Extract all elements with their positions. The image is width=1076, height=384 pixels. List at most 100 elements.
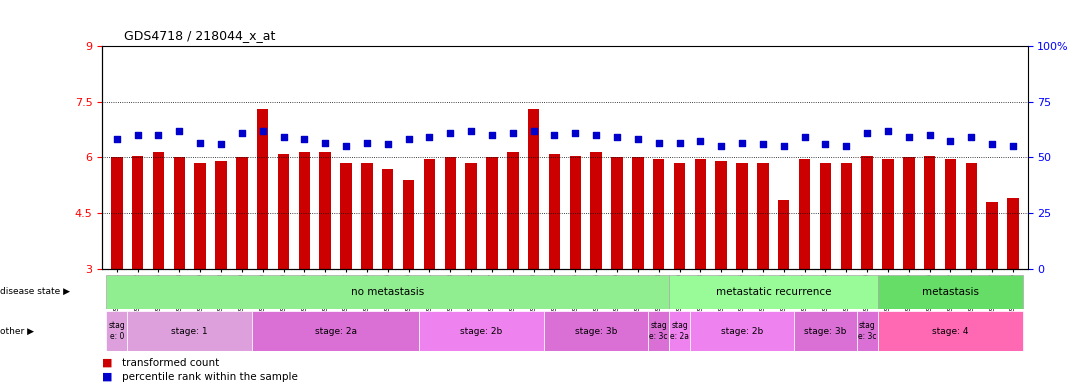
Bar bbox=[987, 202, 997, 269]
Text: metastatic recurrence: metastatic recurrence bbox=[716, 287, 831, 297]
Point bbox=[650, 139, 667, 146]
Point bbox=[296, 136, 313, 142]
Bar bbox=[758, 163, 768, 269]
Bar bbox=[153, 152, 165, 269]
Text: stag
e: 0: stag e: 0 bbox=[109, 321, 125, 341]
Bar bbox=[486, 157, 498, 269]
Bar bbox=[444, 157, 456, 269]
Point bbox=[109, 136, 126, 142]
Point bbox=[671, 139, 689, 146]
Bar bbox=[252, 311, 419, 351]
Point bbox=[629, 136, 647, 142]
Text: stage: 3b: stage: 3b bbox=[575, 327, 618, 336]
Point bbox=[859, 130, 876, 136]
Point bbox=[400, 136, 417, 142]
Point bbox=[212, 141, 229, 147]
Bar bbox=[299, 152, 310, 269]
Point bbox=[692, 138, 709, 144]
Bar bbox=[716, 161, 727, 269]
Bar bbox=[924, 156, 935, 269]
Text: ■: ■ bbox=[102, 358, 116, 368]
Bar bbox=[528, 109, 539, 269]
Text: stage: 2b: stage: 2b bbox=[461, 327, 502, 336]
Point bbox=[1004, 143, 1021, 149]
Bar bbox=[878, 275, 1023, 309]
Text: GDS4718 / 218044_x_at: GDS4718 / 218044_x_at bbox=[124, 29, 275, 42]
Bar bbox=[257, 109, 268, 269]
Point bbox=[775, 143, 792, 149]
Point bbox=[983, 141, 1001, 147]
Point bbox=[505, 130, 522, 136]
Text: stage: 2a: stage: 2a bbox=[314, 327, 356, 336]
Point bbox=[796, 134, 813, 140]
Point bbox=[192, 139, 209, 146]
Point bbox=[483, 132, 500, 138]
Text: stag
e: 3c: stag e: 3c bbox=[650, 321, 668, 341]
Bar bbox=[736, 163, 748, 269]
Bar bbox=[798, 159, 810, 269]
Bar bbox=[965, 163, 977, 269]
Bar bbox=[878, 311, 1023, 351]
Bar bbox=[382, 169, 394, 269]
Bar bbox=[544, 311, 648, 351]
Point bbox=[712, 143, 730, 149]
Text: other ▶: other ▶ bbox=[0, 327, 34, 336]
Point bbox=[921, 132, 938, 138]
Bar bbox=[794, 311, 856, 351]
Bar bbox=[195, 163, 206, 269]
Bar bbox=[669, 275, 878, 309]
Point bbox=[608, 134, 625, 140]
Point bbox=[734, 139, 751, 146]
Bar bbox=[278, 154, 289, 269]
Bar bbox=[856, 311, 878, 351]
Bar bbox=[362, 163, 372, 269]
Bar bbox=[402, 180, 414, 269]
Bar bbox=[340, 163, 352, 269]
Bar bbox=[903, 157, 915, 269]
Point bbox=[942, 138, 959, 144]
Text: stag
e: 3c: stag e: 3c bbox=[858, 321, 876, 341]
Text: stag
e: 2a: stag e: 2a bbox=[670, 321, 689, 341]
Bar bbox=[945, 159, 957, 269]
Text: percentile rank within the sample: percentile rank within the sample bbox=[122, 372, 297, 382]
Text: metastasis: metastasis bbox=[922, 287, 979, 297]
Bar bbox=[419, 311, 544, 351]
Bar bbox=[173, 157, 185, 269]
Bar bbox=[236, 157, 247, 269]
Point bbox=[129, 132, 146, 138]
Point bbox=[901, 134, 918, 140]
Point bbox=[587, 132, 605, 138]
Point bbox=[150, 132, 167, 138]
Bar bbox=[127, 311, 252, 351]
Text: transformed count: transformed count bbox=[122, 358, 218, 368]
Bar bbox=[778, 200, 790, 269]
Point bbox=[338, 143, 355, 149]
Text: ■: ■ bbox=[102, 372, 116, 382]
Bar bbox=[132, 156, 143, 269]
Bar bbox=[611, 157, 623, 269]
Point bbox=[358, 139, 376, 146]
Bar bbox=[882, 159, 894, 269]
Bar bbox=[674, 163, 685, 269]
Point bbox=[963, 134, 980, 140]
Bar bbox=[820, 163, 831, 269]
Point bbox=[567, 130, 584, 136]
Bar bbox=[320, 152, 331, 269]
Text: stage: 1: stage: 1 bbox=[171, 327, 208, 336]
Bar bbox=[507, 152, 519, 269]
Bar bbox=[862, 156, 873, 269]
Point bbox=[421, 134, 438, 140]
Point bbox=[546, 132, 563, 138]
Bar bbox=[669, 311, 690, 351]
Bar bbox=[591, 152, 601, 269]
Text: stage: 4: stage: 4 bbox=[932, 327, 968, 336]
Point bbox=[879, 128, 896, 134]
Bar bbox=[690, 311, 794, 351]
Point bbox=[275, 134, 293, 140]
Bar bbox=[424, 159, 435, 269]
Point bbox=[525, 128, 542, 134]
Text: no metastasis: no metastasis bbox=[351, 287, 424, 297]
Point bbox=[441, 130, 458, 136]
Bar bbox=[653, 159, 664, 269]
Point bbox=[171, 128, 188, 134]
